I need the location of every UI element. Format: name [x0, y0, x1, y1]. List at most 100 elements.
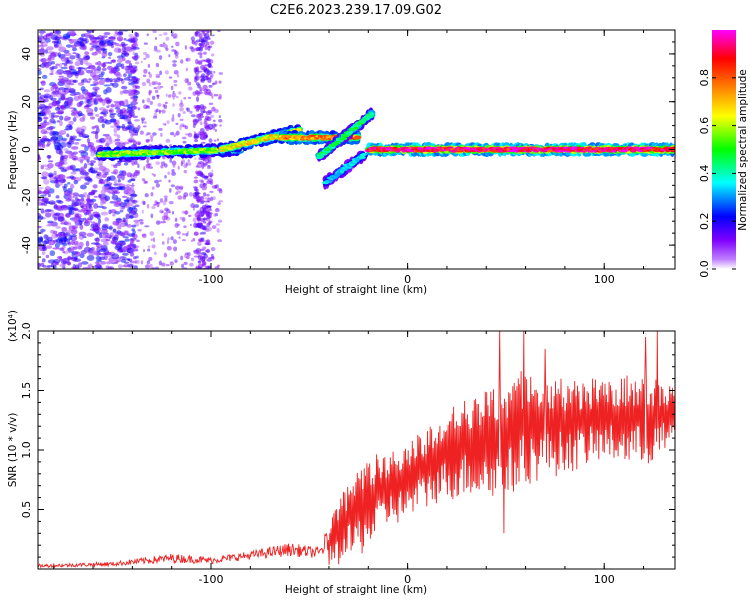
noise-speckle [59, 62, 63, 69]
noise-speckle [101, 170, 106, 174]
noise-speckle [148, 256, 153, 262]
noise-speckle [54, 242, 60, 248]
noise-speckle [131, 160, 136, 166]
noise-speckle [193, 76, 198, 83]
noise-speckle [139, 130, 144, 135]
noise-speckle [38, 70, 42, 76]
noise-speckle [202, 226, 207, 231]
noise-speckle [69, 55, 76, 60]
noise-speckle [216, 138, 219, 142]
noise-speckle [100, 62, 107, 68]
noise-speckle [106, 176, 111, 182]
noise-speckle [197, 241, 202, 247]
noise-speckle [186, 162, 192, 166]
noise-speckle [111, 68, 115, 74]
noise-speckle [117, 240, 126, 243]
noise-speckle [193, 139, 199, 143]
noise-speckle [65, 198, 72, 202]
noise-speckle [158, 179, 162, 183]
noise-speckle [189, 192, 193, 197]
noise-speckle [81, 261, 89, 265]
noise-speckle [86, 108, 94, 115]
noise-speckle [84, 249, 89, 252]
noise-speckle [137, 125, 141, 130]
noise-speckle [150, 192, 154, 197]
noise-speckle [47, 63, 51, 67]
spectral-track-3 [316, 155, 325, 158]
noise-speckle [58, 248, 63, 251]
noise-speckle [197, 216, 202, 222]
noise-speckle [172, 114, 175, 118]
noise-speckle [181, 217, 186, 222]
noise-speckle [143, 68, 148, 74]
noise-speckle [125, 47, 133, 53]
noise-speckle [169, 188, 172, 193]
noise-speckle [99, 252, 107, 256]
noise-speckle [69, 164, 76, 170]
noise-speckle [163, 32, 168, 36]
noise-speckle [172, 95, 175, 100]
noise-speckle [71, 47, 78, 52]
noise-speckle [99, 112, 107, 115]
noise-speckle [65, 221, 69, 225]
noise-speckle [138, 219, 144, 222]
noise-speckle [96, 173, 100, 176]
noise-speckle [197, 52, 203, 56]
noise-speckle [125, 39, 134, 42]
noise-speckle [149, 263, 153, 269]
noise-speckle [64, 82, 70, 88]
noise-speckle [122, 246, 127, 252]
noise-speckle [183, 163, 188, 169]
noise-speckle [105, 140, 113, 145]
noise-speckle [79, 253, 85, 259]
noise-speckle [98, 79, 105, 86]
noise-speckle [114, 30, 118, 35]
noise-speckle [184, 125, 189, 130]
noise-speckle [200, 180, 204, 184]
noise-speckle [212, 255, 215, 261]
noise-speckle [200, 231, 206, 235]
noise-speckle [129, 214, 134, 219]
noise-speckle [39, 138, 48, 142]
noise-speckle [69, 107, 76, 110]
noise-speckle [191, 39, 194, 44]
noise-speckle [149, 135, 154, 138]
noise-speckle [204, 125, 211, 130]
noise-speckle [142, 201, 146, 206]
noise-speckle [100, 261, 107, 265]
noise-speckle [122, 252, 129, 256]
noise-speckle [206, 180, 213, 184]
noise-speckle [67, 242, 72, 246]
noise-speckle [65, 190, 73, 196]
noise-speckle [38, 44, 42, 48]
noise-speckle [61, 226, 67, 232]
noise-speckle [140, 260, 144, 265]
noise-speckle [207, 197, 211, 203]
noise-speckle [179, 102, 184, 108]
noise-speckle [143, 42, 148, 45]
noise-speckle [85, 92, 92, 95]
noise-speckle [114, 122, 118, 127]
noise-speckle [190, 203, 196, 209]
noise-speckle [196, 199, 201, 203]
noise-speckle [199, 43, 205, 49]
noise-speckle [44, 40, 49, 46]
noise-speckle [211, 225, 217, 230]
noise-speckle [151, 186, 155, 190]
noise-speckle [40, 262, 45, 267]
noise-speckle [173, 79, 178, 83]
noise-speckle [45, 224, 53, 227]
noise-speckle [194, 157, 197, 161]
noise-speckle [74, 61, 81, 67]
noise-speckle [198, 33, 203, 39]
noise-speckle [204, 64, 208, 67]
noise-speckle [115, 42, 120, 47]
noise-speckle [154, 37, 157, 40]
noise-speckle [136, 141, 142, 146]
noise-speckle [45, 254, 50, 259]
noise-speckle [51, 131, 59, 136]
noise-speckle [42, 244, 46, 250]
noise-speckle [56, 255, 63, 260]
noise-speckle [204, 197, 209, 200]
